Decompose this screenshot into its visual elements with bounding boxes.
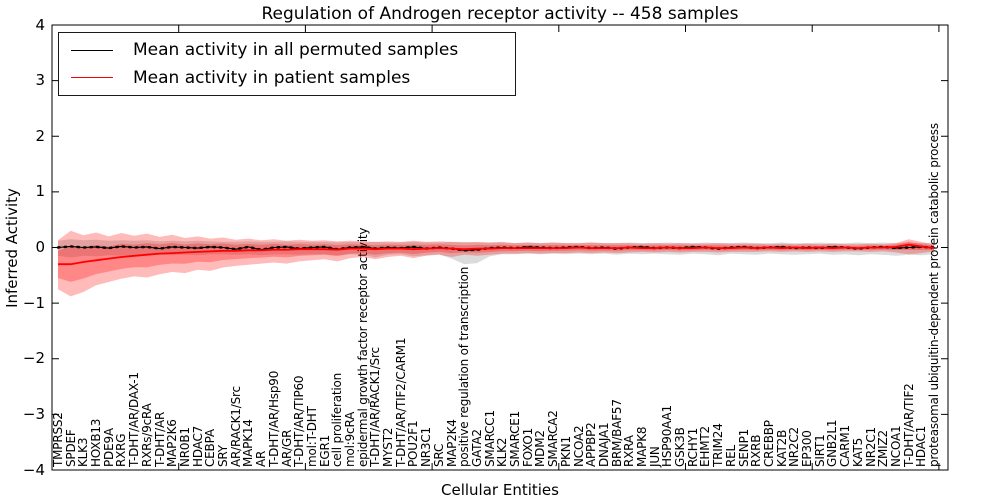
x-tick-label: DNAJA1 [596, 422, 611, 467]
patient-std-band [58, 230, 934, 297]
x-tick-label: HDAC7 [190, 425, 205, 467]
y-tick-label: −3 [22, 404, 45, 423]
x-tick-label: NR3C1 [419, 427, 434, 467]
x-tick-label: SENP1 [736, 428, 751, 467]
y-tick-label: 3 [35, 71, 45, 90]
x-tick-label: TRIM24 [711, 423, 726, 467]
x-tick-label: GATA2 [469, 429, 484, 467]
x-tick-label: KLK2 [495, 437, 510, 467]
x-tick-label: EGR1 [317, 434, 332, 467]
y-tick-label: 1 [35, 182, 45, 201]
x-tick-label: T-DHT/AR/Hsp90 [266, 370, 281, 467]
patient-inner-band [58, 241, 934, 282]
x-tick-label: proteasomal ubiquitin-dependent protein … [927, 123, 941, 467]
x-tick-label: MAP2K4 [444, 419, 459, 467]
x-tick-label: POU2F1 [406, 420, 421, 467]
x-tick-label: MYST2 [381, 427, 396, 467]
x-tick-label: CARM1 [838, 425, 853, 467]
x-tick-label: T-DHT/AR/RACK1/Src [368, 347, 383, 467]
x-tick-label: ZMIZ2 [876, 430, 891, 467]
x-tick-label: MAPK14 [241, 419, 256, 467]
x-axis-label: Cellular Entities [441, 481, 559, 499]
x-tick-label: KAT5 [850, 437, 865, 467]
x-tick-label: JUN [647, 446, 662, 467]
x-tick-label: TMPRSS2 [51, 412, 65, 467]
x-tick-label: T-DHT/AR/TIP60 [292, 375, 307, 467]
black-line-sample-icon [71, 49, 113, 51]
y-tick-label: −2 [22, 349, 45, 368]
x-tick-label: CREBBP [761, 420, 776, 467]
x-tick-label: SRC [431, 443, 446, 467]
x-tick-label: cell proliferation [330, 372, 345, 467]
x-tick-label: NCOA2 [571, 425, 586, 467]
permuted-mean-line [57, 245, 935, 251]
x-tick-label: BRM/BAF57 [609, 399, 624, 467]
y-tick-label: 2 [35, 126, 45, 145]
x-tick-label: mol:9cRA [343, 411, 357, 467]
x-tick-label: HDAC1 [914, 425, 929, 467]
x-tick-label: GNB2L1 [825, 419, 840, 467]
permuted-std-band [58, 239, 934, 265]
x-tick-label: T-DHT/AR/DAX-1 [127, 372, 142, 467]
x-tick-label: MAP2K6 [165, 419, 180, 467]
legend: Mean activity in all permuted samples Me… [58, 32, 516, 96]
x-tick-label: AR/RACK1/Src [228, 386, 243, 467]
x-tick-label: FOXO1 [520, 427, 535, 467]
x-tick-label: PDE9A [101, 428, 116, 467]
y-tick-label: 0 [35, 238, 45, 256]
x-tick-label: SRY [216, 445, 231, 467]
chart-title: Regulation of Androgen receptor activity… [261, 4, 739, 24]
legend-label-permuted: Mean activity in all permuted samples [133, 40, 459, 61]
y-tick-label: −1 [22, 293, 45, 312]
x-tick-label: RXRA [622, 435, 637, 467]
x-tick-label: SIRT1 [812, 434, 827, 467]
x-tick-label: KLK3 [76, 437, 91, 467]
x-tick-label: T-DHT/AR/TIF2 [901, 383, 916, 467]
x-tick-label: NR0B1 [177, 427, 192, 467]
patient-mean-line [58, 243, 935, 266]
x-tick-label: mol:T-DHT [304, 406, 319, 467]
x-tick-label: RCHY1 [685, 427, 700, 467]
x-tick-label: REL [723, 444, 738, 467]
x-tick-label: NR2C2 [787, 427, 802, 467]
x-tick-label: EP300 [800, 430, 815, 467]
x-tick-label: T-DHT/AR/TIF2/CARM1 [393, 337, 408, 467]
x-tick-label: SMARCE1 [508, 410, 523, 467]
x-tick-label: NR2C1 [863, 427, 878, 467]
x-tick-label: positive regulation of transcription [457, 266, 472, 467]
x-tick-label: HSP90AA1 [660, 405, 675, 467]
x-tick-label: AR [254, 450, 269, 467]
red-line-sample-icon [71, 77, 113, 79]
legend-item-patient: Mean activity in patient samples [59, 68, 515, 88]
x-tick-label: epidermal growth factor receptor activit… [355, 227, 370, 467]
x-tick-label: AR/GR [279, 429, 294, 467]
y-tick-label: −4 [22, 460, 45, 479]
permuted-mean-markers [56, 245, 936, 252]
x-tick-label: T-DHT/AR [152, 411, 167, 467]
x-tick-label: MAPK8 [635, 426, 649, 467]
x-tick-label: RXRG [114, 433, 129, 467]
x-tick-label: SPDEF [63, 429, 78, 467]
x-tick-label: SMARCA2 [546, 410, 561, 467]
x-tick-label: MDM2 [533, 430, 548, 467]
x-tick-label: EHMT2 [698, 426, 713, 467]
x-tick-label: SMARCC1 [482, 410, 497, 467]
legend-item-permuted: Mean activity in all permuted samples [59, 40, 515, 60]
x-tick-label: PKN1 [558, 436, 573, 467]
x-tick-label: GSK3B [673, 427, 688, 467]
x-tick-label: HOXB13 [89, 418, 104, 467]
x-tick-label: RXRs/9cRA [139, 403, 154, 467]
x-tick-label: CEBPA [203, 429, 218, 467]
x-tick-label: RXRB [749, 434, 764, 467]
x-tick-label: KAT2B [774, 429, 789, 467]
legend-label-patient: Mean activity in patient samples [133, 67, 411, 88]
x-tick-label: APPBP2 [584, 422, 599, 467]
x-tick-label: NCOA1 [888, 425, 903, 467]
y-tick-label: 4 [35, 15, 45, 34]
